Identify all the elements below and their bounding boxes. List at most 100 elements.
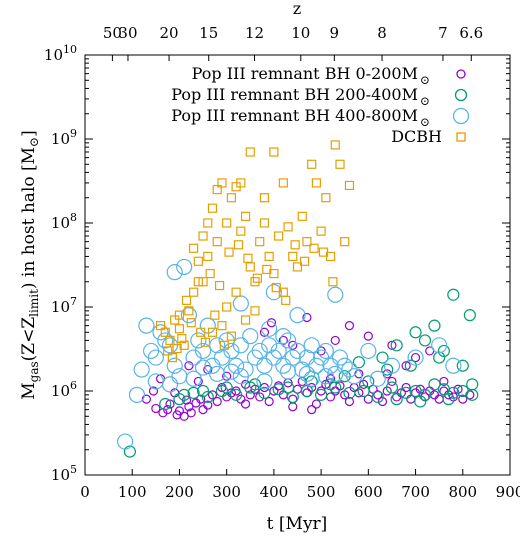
data-point-popiii-1: [123, 445, 136, 458]
data-point-dcbh: [318, 247, 329, 257]
data-point-popiii-2: [298, 349, 316, 366]
y-tick-label: 108: [51, 211, 77, 232]
data-point-dcbh: [186, 318, 196, 328]
data-point-dcbh: [212, 237, 222, 247]
y-label-suffix: ) in host halo [M: [19, 147, 39, 289]
data-point-dcbh: [297, 211, 307, 221]
data-point-popiii-1: [409, 326, 422, 339]
data-point-popiii-2: [346, 368, 363, 385]
data-point-popiii-0: [259, 327, 270, 337]
data-point-popiii-1: [371, 390, 384, 404]
data-point-popiii-2: [294, 361, 311, 378]
data-point-dcbh: [243, 253, 253, 263]
data-point-popiii-1: [404, 359, 417, 372]
data-point-popiii-2: [270, 342, 287, 360]
data-point-popiii-1: [272, 383, 285, 396]
legend-label-0: Pop III remnant BH 0-200M: [192, 64, 418, 83]
data-point-dcbh: [203, 251, 213, 262]
data-point-popiii-1: [230, 388, 243, 401]
data-point-dcbh: [259, 218, 270, 228]
data-layer: [117, 140, 479, 458]
data-point-popiii-2: [313, 349, 330, 366]
data-point-popiii-2: [128, 386, 146, 403]
data-point-popiii-0: [165, 399, 175, 409]
data-point-popiii-0: [148, 386, 159, 396]
data-point-dcbh: [283, 222, 293, 232]
data-point-dcbh: [217, 321, 227, 331]
data-point-popiii-1: [466, 378, 479, 391]
data-point-popiii-2: [279, 332, 297, 349]
data-point-popiii-0: [377, 396, 388, 407]
top-tick-label: 10: [291, 24, 310, 42]
x-axis-label: t [Myr]: [267, 514, 328, 534]
data-point-popiii-0: [359, 379, 369, 389]
legend-sun-symbol-1: ⊙: [420, 94, 430, 108]
data-point-popiii-2: [138, 317, 155, 334]
data-point-dcbh: [200, 337, 211, 347]
x-tick-label: 700: [401, 483, 430, 501]
data-point-dcbh: [240, 211, 251, 221]
data-point-popiii-2: [147, 373, 164, 390]
legend-marker-2: [452, 107, 470, 125]
data-point-dcbh: [340, 237, 350, 247]
data-point-popiii-2: [209, 365, 226, 382]
data-point-popiii-1: [286, 390, 299, 404]
data-point-popiii-2: [147, 349, 164, 366]
data-point-popiii-0: [434, 394, 444, 404]
data-point-dcbh: [222, 302, 232, 312]
data-point-popiii-1: [381, 363, 394, 376]
data-point-popiii-2: [261, 320, 278, 337]
data-point-popiii-1: [300, 384, 314, 398]
data-point-dcbh: [174, 310, 185, 320]
data-point-dcbh: [309, 243, 319, 253]
data-point-popiii-0: [458, 394, 468, 404]
data-point-dcbh: [207, 203, 218, 213]
data-point-dcbh: [264, 251, 274, 262]
data-point-popiii-1: [428, 378, 441, 391]
data-point-dcbh: [292, 262, 303, 272]
data-point-popiii-0: [212, 396, 222, 407]
data-point-popiii-1: [447, 386, 460, 399]
data-point-dcbh: [252, 273, 262, 283]
data-point-dcbh: [236, 226, 246, 236]
data-point-popiii-2: [322, 357, 339, 374]
data-point-popiii-2: [246, 349, 264, 366]
data-point-dcbh: [160, 327, 170, 337]
data-point-dcbh: [222, 218, 232, 228]
y-tick-label: 107: [51, 295, 77, 316]
x-tick-label: 0: [80, 483, 90, 501]
data-point-popiii-0: [382, 386, 392, 396]
data-point-dcbh: [236, 178, 246, 188]
y-tick-label: 1010: [44, 43, 77, 64]
data-point-dcbh: [259, 193, 270, 203]
data-point-popiii-2: [327, 286, 344, 303]
top-tick-label: 9: [330, 24, 340, 42]
data-point-dcbh: [288, 251, 298, 262]
data-point-dcbh: [181, 295, 192, 305]
data-point-popiii-2: [303, 337, 320, 354]
data-point-popiii-0: [174, 406, 185, 416]
top-tick-label: 20: [160, 24, 179, 42]
data-point-popiii-0: [196, 394, 206, 404]
data-point-popiii-2: [194, 342, 212, 360]
y-label-sun-symbol: ⊙: [27, 137, 41, 147]
data-point-popiii-2: [161, 376, 179, 393]
data-point-popiii-1: [362, 375, 375, 388]
data-point-dcbh: [269, 147, 279, 157]
legend: Pop III remnant BH 0-200M ⊙ Pop III remn…: [171, 64, 470, 146]
data-point-popiii-2: [176, 258, 193, 276]
data-point-popiii-1: [258, 386, 271, 399]
data-point-dcbh: [233, 240, 244, 250]
data-point-popiii-0: [401, 382, 411, 393]
top-tick-label: 30: [118, 24, 137, 42]
y-label-prefix: M: [19, 382, 39, 399]
x-tick-label: 200: [165, 483, 194, 501]
data-point-popiii-1: [390, 339, 403, 352]
data-point-popiii-1: [338, 370, 351, 383]
data-point-popiii-1: [187, 386, 200, 399]
data-point-popiii-2: [190, 332, 207, 349]
data-point-popiii-1: [376, 351, 389, 364]
data-point-popiii-0: [401, 361, 411, 371]
data-point-dcbh: [231, 287, 241, 297]
